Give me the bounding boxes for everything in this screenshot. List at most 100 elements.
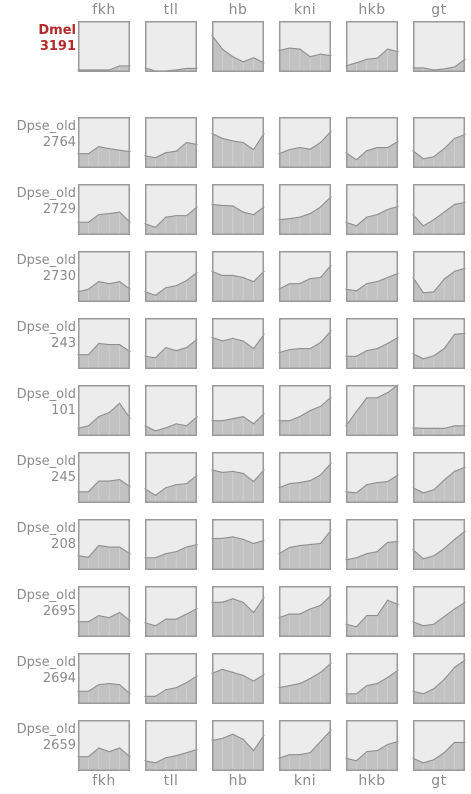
- data-point-2: [98, 214, 100, 216]
- data-point-1: [422, 762, 424, 764]
- expression-area: [212, 334, 264, 369]
- data-point-4: [454, 203, 456, 205]
- data-point-1: [355, 290, 357, 292]
- data-point-2: [366, 614, 368, 617]
- panel-border: [78, 586, 130, 637]
- panel-101-gt: [412, 385, 466, 436]
- data-point-4: [253, 348, 255, 350]
- expression-line: [78, 478, 131, 493]
- panel-border: [78, 653, 130, 704]
- panel-2694-kni: [278, 653, 332, 704]
- data-point-3: [443, 479, 445, 481]
- row-label-species: Dpse_old: [16, 253, 76, 268]
- data-point-3: [376, 614, 378, 617]
- expression-line: [345, 740, 399, 762]
- row-label-dpse-old-101: Dpse_old 101: [0, 387, 76, 419]
- expression-area: [279, 663, 331, 704]
- data-point-3: [108, 148, 110, 150]
- expression-area: [212, 133, 264, 168]
- panel-208-hb: [211, 519, 265, 570]
- panel-background: [145, 21, 197, 72]
- data-point-2: [366, 350, 368, 352]
- panel-2730-fkh: [77, 251, 131, 302]
- data-point-3: [309, 543, 311, 546]
- data-point-4: [119, 684, 121, 686]
- row-label-species: Dpse_old: [16, 722, 76, 737]
- panel-2729-gt: [412, 184, 466, 235]
- expression-area: [78, 545, 130, 570]
- expression-area: [212, 469, 264, 503]
- data-point-1: [221, 340, 223, 342]
- panel-243-kni: [278, 318, 332, 369]
- data-point-1: [221, 601, 223, 603]
- data-point-3: [175, 484, 177, 486]
- data-point-4: [119, 281, 121, 283]
- data-point-2: [165, 553, 167, 555]
- panel-2729-tll: [144, 184, 198, 235]
- expression-line: [412, 741, 465, 764]
- panel-border: [212, 251, 264, 302]
- data-point-3: [376, 281, 378, 283]
- expression-line: [345, 205, 399, 227]
- panel-border: [145, 653, 197, 704]
- panel-border: [279, 452, 331, 503]
- data-point-4: [320, 206, 322, 208]
- data-point-2: [299, 283, 301, 285]
- data-point-2: [299, 544, 301, 547]
- data-point-2: [165, 618, 167, 620]
- panel-border: [212, 653, 264, 704]
- row-label-species: Dpse_old: [16, 655, 76, 670]
- data-point-1: [355, 62, 357, 64]
- data-point-4: [387, 48, 389, 50]
- panel-2729-fkh: [77, 184, 131, 235]
- expression-line: [278, 264, 332, 290]
- data-point-4: [387, 541, 389, 544]
- panel-208-hkb: [345, 519, 399, 570]
- data-point-1: [87, 756, 89, 758]
- data-point-4: [253, 611, 255, 614]
- expression-area: [78, 281, 130, 302]
- panel-2695-kni: [278, 586, 332, 637]
- expression-area: [346, 273, 398, 302]
- expression-line: [345, 48, 399, 67]
- expression-line: [144, 475, 198, 497]
- data-point-4: [387, 276, 389, 279]
- data-point-4: [387, 147, 389, 149]
- data-point-4: [454, 333, 456, 335]
- data-point-3: [309, 677, 311, 680]
- data-point-2: [98, 480, 100, 482]
- expression-line: [278, 529, 332, 555]
- expression-line: [211, 668, 265, 682]
- expression-line: [278, 462, 332, 489]
- data-point-3: [309, 212, 311, 215]
- panel-3191-hb: [211, 21, 265, 72]
- data-point-4: [186, 425, 188, 427]
- expression-area: [279, 131, 331, 168]
- data-point-2: [366, 150, 368, 152]
- row-label-id: 2729: [42, 202, 76, 217]
- data-point-2: [299, 482, 301, 484]
- expression-line: [278, 594, 332, 619]
- data-point-3: [108, 617, 110, 619]
- panel-3191-fkh: [77, 21, 131, 72]
- panel-border: [145, 586, 197, 637]
- expression-line: [211, 469, 265, 483]
- data-point-4: [253, 750, 255, 752]
- data-point-1: [87, 556, 89, 558]
- expression-line: [211, 270, 265, 283]
- row-label-dpse-old-245: Dpse_old 245: [0, 454, 76, 486]
- expression-line: [78, 683, 131, 695]
- panel-2764-tll: [144, 117, 198, 168]
- panel-border: [279, 117, 331, 168]
- data-point-3: [108, 283, 110, 285]
- panel-border: [413, 21, 465, 72]
- panel-border: [279, 318, 331, 369]
- panel-border: [346, 586, 398, 637]
- data-point-3: [108, 751, 110, 753]
- panel-2695-hb: [211, 586, 265, 637]
- data-point-3: [376, 482, 378, 484]
- panel-243-fkh: [77, 318, 131, 369]
- panel-2730-kni: [278, 251, 332, 302]
- expression-line: [278, 330, 332, 354]
- expression-area: [145, 544, 197, 570]
